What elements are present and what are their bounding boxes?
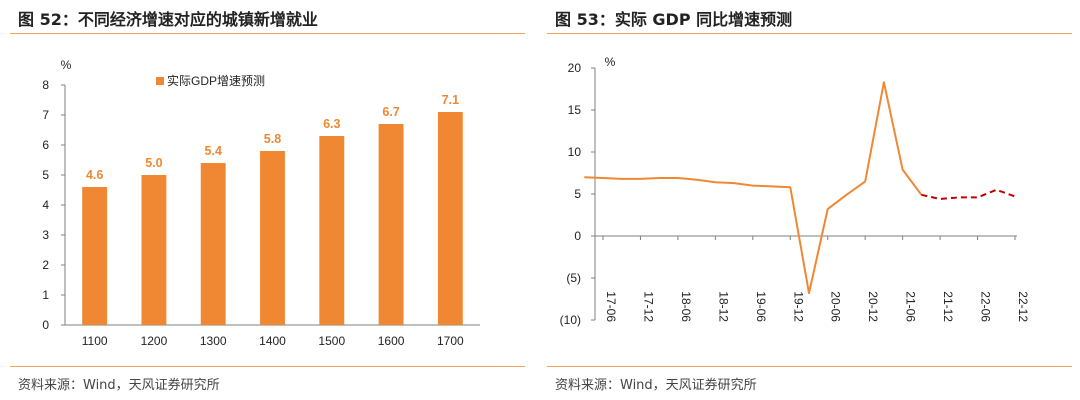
x-tick-label: 22-12 (1016, 291, 1030, 322)
bar-chart: % 0 1 2 3 4 5 6 7 8 4.6 1100 5.0 1200 5.4 1300 5.8 1400 6.… (42, 58, 480, 348)
series-line-actual (584, 81, 923, 295)
y-tick-label: 10 (568, 145, 582, 159)
source-divider (10, 366, 525, 367)
bar-data-label: 5.8 (264, 132, 281, 146)
x-tick-label: 19-06 (754, 291, 768, 322)
y-tick-label: 0 (574, 229, 581, 243)
bar-data-label: 6.7 (382, 105, 399, 119)
x-tick-label: 1700 (437, 334, 464, 348)
bar (437, 112, 463, 325)
bar (82, 187, 108, 325)
y-tick-label: 15 (568, 103, 582, 117)
left-chart-source: 资料来源：Wind，天风证券研究所 (18, 378, 220, 393)
y-axis-unit: % (605, 55, 616, 69)
bar (141, 175, 167, 325)
y-tick-label: 8 (42, 78, 49, 92)
x-tick-label: 18-06 (679, 291, 693, 322)
legend-swatch (156, 77, 164, 85)
y-tick-label: 2 (42, 258, 49, 272)
left-chart-panel: 图 52：不同经济增速对应的城镇新增就业 % 0 1 2 3 4 5 6 7 8 4.6 1100 5.… (0, 0, 530, 400)
title-divider (10, 33, 525, 34)
x-tick-label: 1600 (378, 334, 405, 348)
x-tick-label: 1200 (141, 334, 168, 348)
y-tick-label: 7 (42, 108, 49, 122)
x-tick-label: 20-12 (866, 291, 880, 322)
title-divider (547, 33, 1072, 34)
y-tick-label: 5 (42, 168, 49, 182)
right-chart-source: 资料来源：Wind，天风证券研究所 (555, 378, 757, 393)
x-tick-label: 18-12 (716, 291, 730, 322)
y-tick-label: 20 (568, 61, 582, 75)
bar (260, 151, 285, 325)
y-axis-unit: % (61, 58, 72, 72)
x-tick-label: 20-06 (829, 291, 843, 322)
legend-label: 实际GDP增速预测 (167, 73, 265, 88)
x-tick-label: 1400 (259, 334, 286, 348)
bar-data-label: 7.1 (442, 93, 459, 107)
y-tick-label: 3 (42, 228, 49, 242)
y-tick-label: (5) (566, 271, 581, 285)
bar-data-label: 6.3 (323, 117, 340, 131)
y-tick-label: 0 (42, 318, 49, 332)
x-tick-label: 21-06 (904, 291, 918, 322)
series-line-forecast (921, 188, 1016, 201)
y-tick-label: (10) (560, 313, 581, 327)
x-tick-label: 17-12 (641, 291, 655, 322)
y-tick-label: 1 (42, 288, 49, 302)
right-chart-panel: 图 53：实际 GDP 同比增速预测 % (10) (5) 0 5 10 15 20 17-06… (545, 0, 1080, 400)
x-tick-label: 19-12 (791, 291, 805, 322)
x-tick-label: 1300 (200, 334, 227, 348)
bar-data-label: 4.6 (86, 168, 103, 182)
y-tick-label: 6 (42, 138, 49, 152)
x-tick-label: 21-12 (941, 291, 955, 322)
y-tick-label: 5 (574, 187, 581, 201)
source-divider (547, 366, 1072, 367)
x-tick-label: 1500 (318, 334, 345, 348)
line-chart: % (10) (5) 0 5 10 15 20 17-06 17-12 18-06 18-12 19-0… (560, 55, 1030, 327)
right-chart-title: 图 53：实际 GDP 同比增速预测 (555, 10, 793, 29)
x-tick-label: 17-06 (604, 291, 618, 322)
left-chart-title: 图 52：不同经济增速对应的城镇新增就业 (18, 10, 318, 29)
bar-data-label: 5.0 (145, 156, 162, 170)
bar (200, 163, 226, 325)
x-tick-label: 1100 (82, 334, 108, 348)
x-tick-label: 22-06 (979, 291, 993, 322)
y-tick-label: 4 (42, 198, 49, 212)
bar (319, 136, 345, 325)
bar-data-label: 5.4 (205, 144, 222, 158)
bar (378, 124, 404, 325)
